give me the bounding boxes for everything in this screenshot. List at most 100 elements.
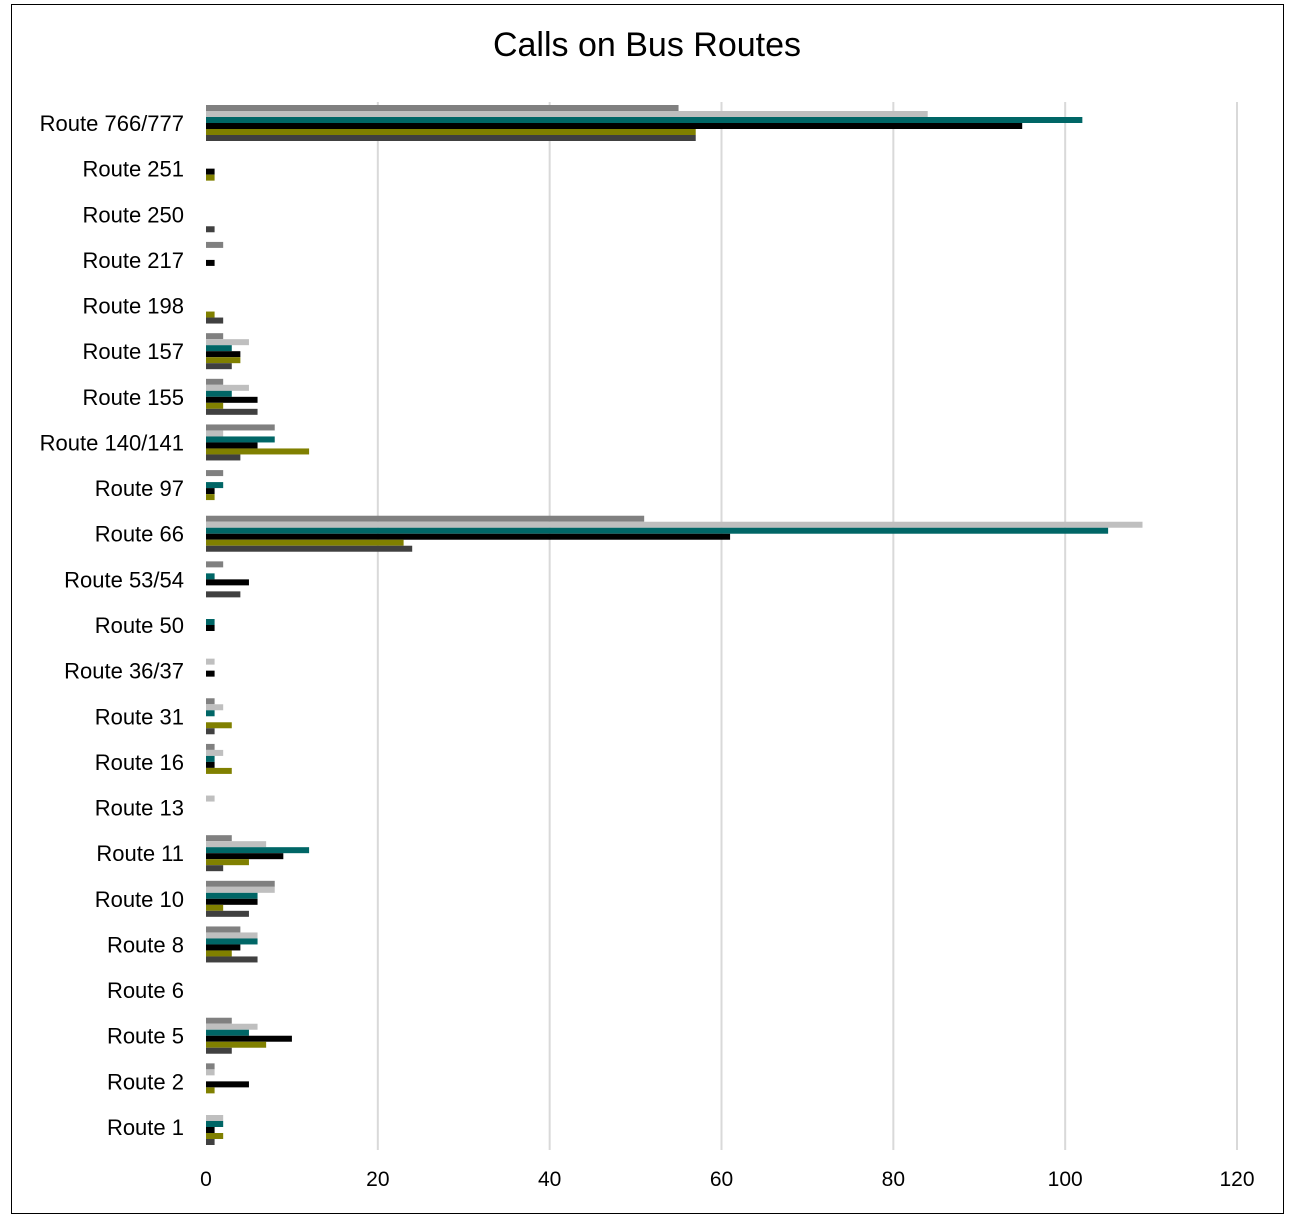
category-label: Route 1 xyxy=(107,1115,184,1140)
x-tick-label: 0 xyxy=(200,1168,212,1191)
category-label: Route 140/141 xyxy=(40,430,184,455)
bar xyxy=(206,835,232,842)
bar xyxy=(206,317,224,324)
bar xyxy=(206,938,258,945)
bar xyxy=(206,1047,232,1054)
bar xyxy=(206,454,241,461)
bar xyxy=(206,847,310,854)
bar xyxy=(206,573,215,580)
bar xyxy=(206,117,1083,123)
bar xyxy=(206,408,258,415)
x-tick-label: 20 xyxy=(366,1168,389,1191)
bar xyxy=(206,932,258,939)
bar xyxy=(206,135,696,141)
bar xyxy=(206,944,241,951)
bar xyxy=(206,533,731,540)
bar xyxy=(206,442,258,449)
bar xyxy=(206,168,215,175)
bar xyxy=(206,448,310,455)
category-label: Route 16 xyxy=(95,750,184,775)
category-label: Route 217 xyxy=(82,248,184,273)
x-tick-label: 60 xyxy=(710,1168,733,1191)
bar xyxy=(206,226,215,233)
bar xyxy=(206,795,215,802)
bar xyxy=(206,1133,224,1139)
bar xyxy=(206,424,275,431)
bar xyxy=(206,841,267,848)
bar xyxy=(206,488,215,495)
bar xyxy=(206,1017,232,1024)
category-label: Route 11 xyxy=(96,841,184,866)
bar xyxy=(206,351,241,358)
category-label: Route 50 xyxy=(95,613,184,638)
bar xyxy=(206,926,241,933)
category-label: Route 251 xyxy=(82,157,184,182)
x-tick-label: 100 xyxy=(1048,1168,1083,1191)
chart-frame xyxy=(11,4,1284,1214)
category-label: Route 250 xyxy=(82,202,184,227)
category-label: Route 155 xyxy=(82,385,184,410)
category-label: Route 13 xyxy=(95,796,184,821)
bar xyxy=(206,357,241,364)
bar xyxy=(206,670,215,677)
bar xyxy=(206,259,215,266)
bar xyxy=(206,910,249,917)
bar xyxy=(206,1115,224,1121)
category-label: Route 53/54 xyxy=(64,567,184,592)
category-labels: Route 766/777 Route 251 Route 250 Route 217… xyxy=(40,111,184,1140)
bar xyxy=(206,1023,258,1030)
category-label: Route 36/37 xyxy=(64,659,184,684)
bar xyxy=(206,755,215,762)
bar xyxy=(206,710,215,717)
bar xyxy=(206,767,232,774)
bar xyxy=(206,898,258,905)
bars xyxy=(206,105,1143,1145)
bar xyxy=(206,384,249,391)
bar xyxy=(206,625,215,631)
bar xyxy=(206,728,215,735)
bar xyxy=(206,363,232,370)
bar xyxy=(206,241,224,248)
x-tick-label: 120 xyxy=(1219,1168,1254,1191)
bar xyxy=(206,430,224,437)
bar xyxy=(206,436,275,443)
bar xyxy=(206,1063,215,1070)
bar xyxy=(206,174,215,181)
bar xyxy=(206,865,224,872)
bar xyxy=(206,1121,224,1127)
bar xyxy=(206,482,224,489)
category-label: Route 198 xyxy=(82,294,184,319)
bar xyxy=(206,311,215,318)
bar xyxy=(206,579,249,586)
bar xyxy=(206,1041,267,1048)
bar xyxy=(206,704,224,711)
bar xyxy=(206,1069,215,1076)
bar xyxy=(206,539,404,546)
category-label: Route 6 xyxy=(107,978,184,1003)
bar xyxy=(206,105,679,111)
bar xyxy=(206,1081,249,1088)
bar xyxy=(206,1035,292,1042)
bar xyxy=(206,722,232,729)
bar xyxy=(206,333,224,340)
category-label: Route 157 xyxy=(82,339,184,364)
bar xyxy=(206,892,258,899)
bar xyxy=(206,1127,215,1133)
bar xyxy=(206,545,413,552)
bar xyxy=(206,339,249,346)
bar xyxy=(206,761,215,768)
bar xyxy=(206,521,1143,528)
x-tick-labels: 0 20 40 60 80 100 120 xyxy=(200,1168,1254,1191)
bar xyxy=(206,956,258,963)
bar xyxy=(206,658,215,665)
bar xyxy=(206,880,275,887)
bar xyxy=(206,123,1023,129)
bar xyxy=(206,470,224,477)
bar xyxy=(206,111,928,117)
bar xyxy=(206,950,232,957)
bar xyxy=(206,619,215,625)
bar xyxy=(206,853,284,860)
category-label: Route 31 xyxy=(95,704,184,729)
x-tick-label: 40 xyxy=(538,1168,561,1191)
